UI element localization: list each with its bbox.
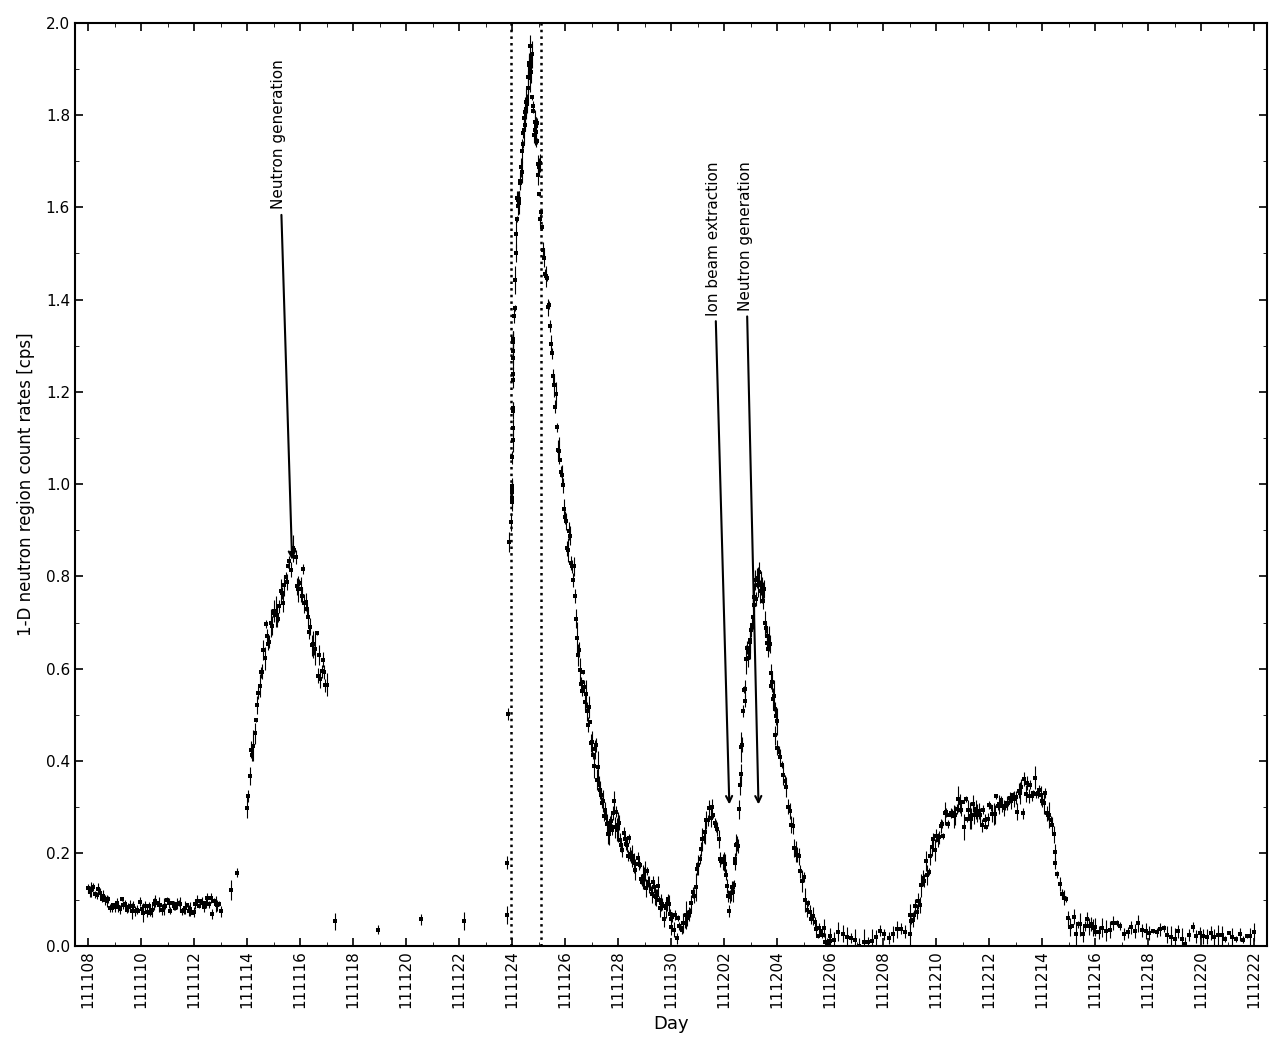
Text: Neutron generation: Neutron generation [738,161,761,802]
Text: Neutron generation: Neutron generation [271,60,295,558]
Y-axis label: 1-D neutron region count rates [cps]: 1-D neutron region count rates [cps] [17,333,35,636]
X-axis label: Day: Day [654,1015,690,1033]
Text: Ion beam extraction: Ion beam extraction [706,161,732,802]
